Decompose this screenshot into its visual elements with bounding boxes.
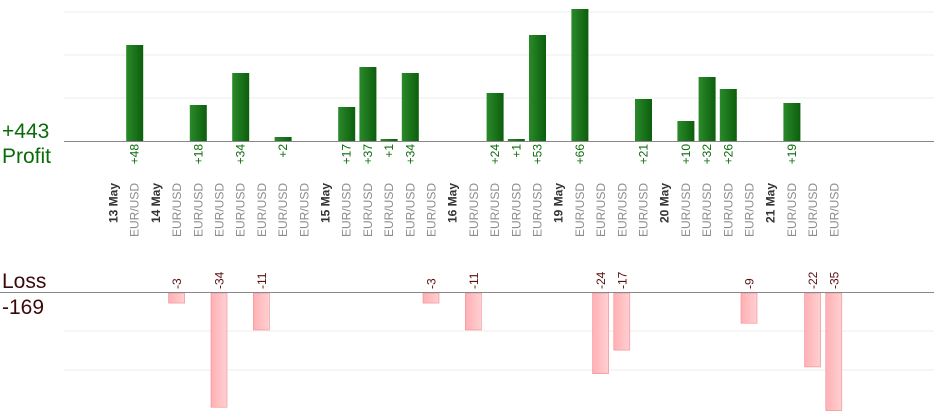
profit-value-label: +34 [403,144,417,165]
loss-label: Loss [2,270,47,293]
date-label: 14 May [149,183,163,223]
profit-bar [677,121,695,141]
loss-bar [740,292,758,324]
loss-bar [592,292,609,374]
trade-label: EUR/USD [573,183,587,237]
loss-value-label: -9 [743,278,757,289]
profit-value-label: +34 [234,144,248,165]
trade-label: EUR/USD [361,183,375,237]
trade-label: EUR/USD [806,183,820,237]
profit-value-label: +21 [637,144,651,165]
trade-label: EUR/USD [255,183,269,237]
profit-bar [529,35,546,141]
trade-label: EUR/USD [743,183,757,237]
loss-value-label: -35 [827,271,841,289]
profit-value-label: +10 [679,144,693,165]
trade-label: EUR/USD [467,183,481,237]
profit-value-label: +48 [128,144,142,165]
profit-label: Profit [2,145,52,168]
trade-label: EUR/USD [213,183,227,237]
profit-value-label: +32 [700,144,714,165]
loss-bar [804,292,821,368]
profit-bar [401,73,419,141]
profit-value-label: +37 [361,144,375,165]
date-label: 13 May [107,183,121,223]
bars [126,9,843,411]
loss-value-label: -22 [806,271,820,289]
profit-value-label: +53 [531,144,545,165]
profit-value-label: +1 [509,144,523,158]
profit-bar [571,9,589,141]
loss-bar [210,292,228,408]
profit-bar [486,93,504,141]
profit-bar [380,139,398,141]
trade-label: EUR/USD [340,183,354,237]
trade-label: EUR/USD [276,183,290,237]
loss-value-label: -11 [467,272,481,289]
profit-bar [507,139,525,141]
profit-value-label: +19 [785,144,799,165]
profit-bar [232,73,250,141]
loss-bar [613,292,631,351]
loss-bar [825,292,843,411]
trade-label: EUR/USD [191,183,205,237]
profit-bar [126,45,144,141]
trade-label: EUR/USD [425,183,439,237]
trade-label: EUR/USD [721,183,735,237]
loss-value-label: -17 [615,271,629,289]
trade-label: EUR/USD [531,183,545,237]
date-label: 20 May [658,183,672,223]
date-label: 21 May [764,183,778,223]
profit-value-label: +24 [488,144,502,165]
trade-label: EUR/USD [170,183,184,237]
loss-total: -169 [2,296,45,319]
loss-bar [168,292,185,304]
profit-value-label: +26 [721,144,735,165]
profit-bar [783,103,801,141]
profit-value-label: +2 [276,144,290,158]
trade-label: EUR/USD [509,183,523,237]
axes [0,141,934,293]
trade-label: EUR/USD [382,183,396,237]
loss-value-label: -24 [594,271,608,289]
trade-label: EUR/USD [615,183,629,237]
loss-value-label: -3 [425,278,439,289]
profit-value-label: +17 [340,144,354,165]
profit-bar [635,99,652,141]
trade-label: EUR/USD [128,183,142,237]
loss-bar [253,292,270,331]
trade-label: EUR/USD [679,183,693,237]
profit-value-label: +1 [382,144,396,158]
loss-bar [422,292,440,304]
profit-bar [698,77,716,141]
date-label: 15 May [319,183,333,223]
labels: 13 May EUR/USD +48 14 May EUR/USD -3 EUR/USD +1… [107,144,842,289]
loss-bar [465,292,482,331]
trade-label: EUR/USD [594,183,608,237]
trade-label: EUR/USD [637,183,651,237]
profit-bar [189,105,207,141]
profit-bar [338,107,356,141]
trade-label: EUR/USD [234,183,248,237]
trade-label: EUR/USD [488,183,502,237]
profit-bar [359,67,377,141]
loss-value-label: -11 [255,272,269,289]
profit-bar [719,89,737,141]
profit-value-label: +66 [573,144,587,165]
profit-total: +443 [2,120,50,143]
profit-bar [274,137,292,141]
date-label: 19 May [552,183,566,223]
profit-value-label: +18 [191,144,205,165]
trade-label: EUR/USD [700,183,714,237]
trade-label: EUR/USD [297,183,311,237]
trade-label: EUR/USD [403,183,417,237]
date-label: 16 May [446,183,460,223]
loss-value-label: -34 [213,271,227,289]
trade-label: EUR/USD [827,183,841,237]
loss-value-label: -3 [170,278,184,289]
trade-label: EUR/USD [785,183,799,237]
